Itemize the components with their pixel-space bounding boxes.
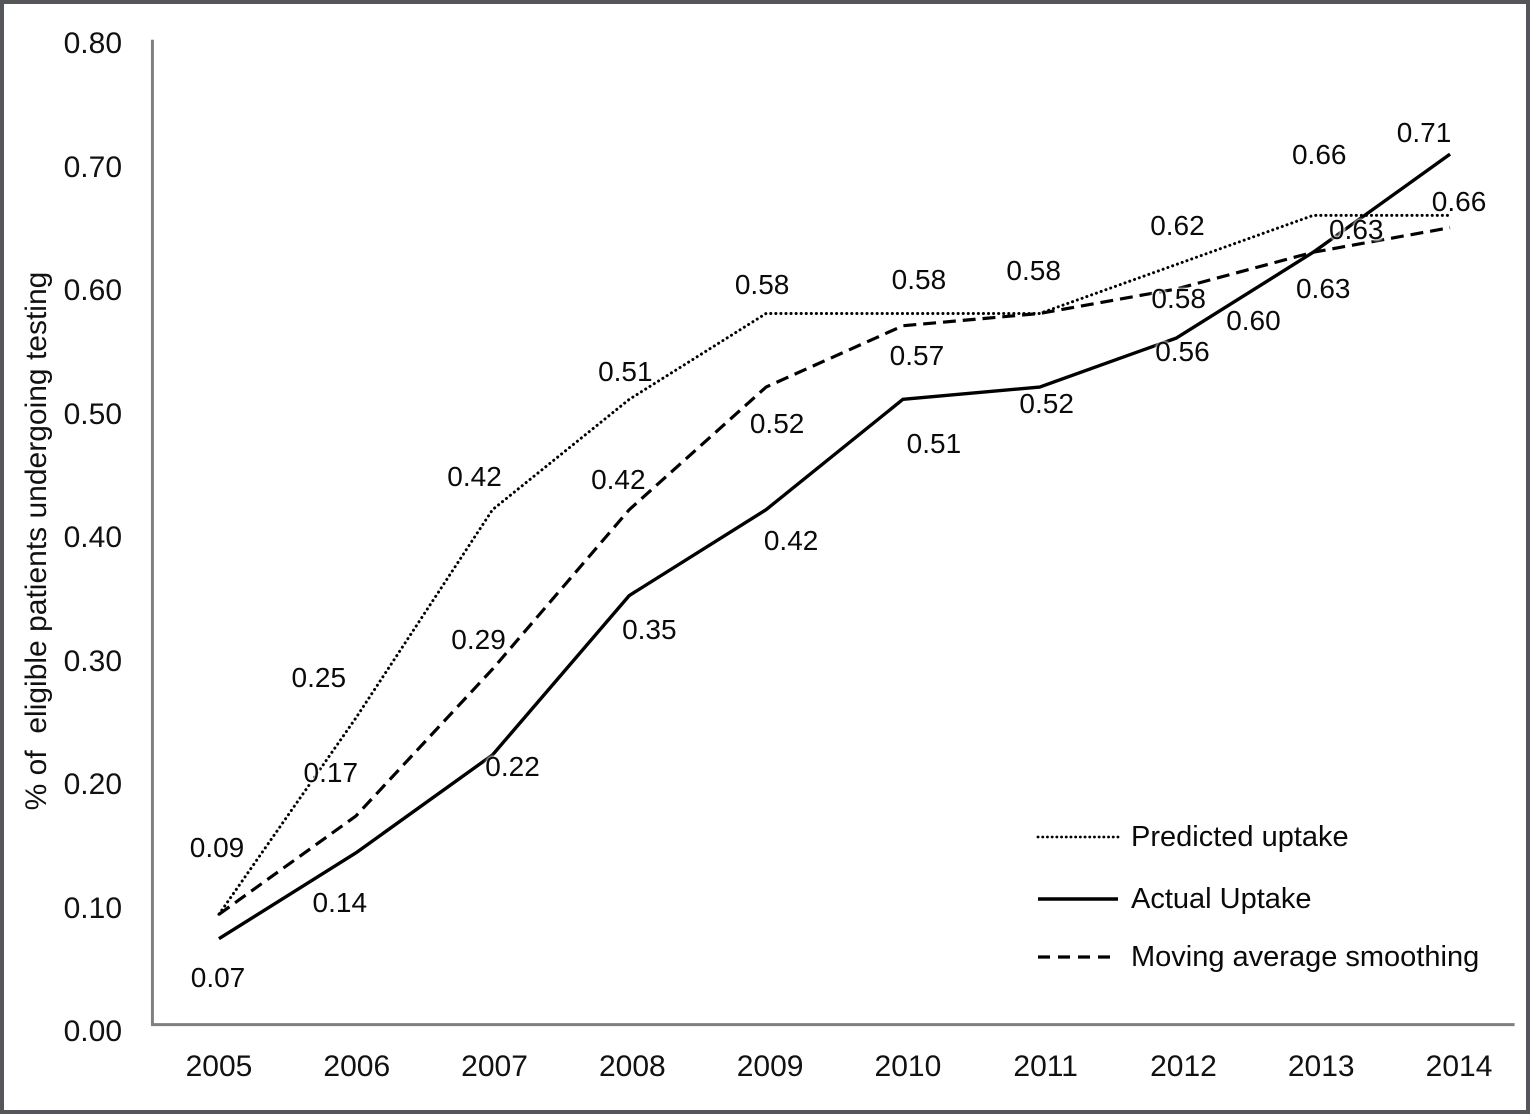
series-line-predicted-uptake (217, 213, 1452, 916)
y-tick-label: 0.60 (63, 274, 122, 307)
x-tick-label: 2005 (185, 1050, 253, 1083)
data-label: 0.52 (749, 407, 805, 439)
x-tick-label: 2012 (1150, 1050, 1217, 1083)
data-label: 0.14 (312, 887, 368, 919)
data-label: 0.58 (1006, 254, 1061, 286)
data-label: 0.42 (763, 525, 819, 557)
y-tick-label: 0.10 (63, 891, 122, 925)
dashed-line-swatch-icon (1038, 955, 1118, 959)
data-label: 0.51 (598, 356, 653, 388)
data-label: 0.42 (591, 464, 646, 496)
data-label: 0.42 (447, 461, 502, 493)
y-tick-label: 0.00 (63, 1015, 122, 1048)
y-tick-label: 0.80 (63, 27, 122, 60)
y-tick-label: 0.70 (63, 150, 122, 184)
legend-item-actual-uptake: Actual Uptake (1036, 883, 1312, 915)
data-label: 0.71 (1396, 117, 1452, 149)
legend-item-moving-average-smoothing: Moving average smoothing (1036, 941, 1479, 973)
data-label: 0.63 (1295, 272, 1351, 304)
x-tick-label: 2011 (1013, 1050, 1078, 1083)
legend-item-predicted-uptake: Predicted uptake (1036, 821, 1349, 853)
data-label: 0.58 (891, 263, 947, 295)
data-label: 0.58 (734, 268, 790, 300)
data-label: 0.35 (622, 613, 677, 645)
y-tick-label: 0.40 (63, 521, 122, 554)
data-label: 0.29 (451, 623, 506, 655)
dotted-line-swatch-icon (1036, 835, 1120, 839)
plot-area (150, 39, 1515, 1027)
axis-lines (150, 39, 1515, 1027)
data-label: 0.62 (1150, 210, 1205, 242)
data-label: 0.52 (1019, 387, 1074, 419)
data-label: 0.57 (889, 340, 945, 372)
legend-item-label: Moving average smoothing (1131, 940, 1480, 973)
y-tick-label: 0.50 (63, 397, 122, 431)
y-tick-label: 0.20 (63, 768, 122, 801)
data-label: 0.66 (1431, 185, 1487, 217)
legend-item-label: Actual Uptake (1131, 882, 1312, 915)
data-label: 0.56 (1155, 336, 1210, 368)
x-tick-label: 2010 (874, 1050, 942, 1083)
x-tick-label: 2009 (736, 1050, 804, 1083)
data-label: 0.58 (1151, 282, 1206, 314)
data-label: 0.17 (303, 757, 359, 789)
data-label: 0.63 (1328, 213, 1384, 245)
data-label: 0.51 (906, 428, 962, 460)
data-label: 0.22 (485, 751, 540, 783)
x-tick-label: 2008 (598, 1050, 666, 1083)
solid-line-swatch-icon (1038, 897, 1118, 901)
data-label: 0.07 (190, 961, 246, 993)
data-label: 0.09 (189, 831, 245, 863)
series-line-moving-average-smoothing (218, 226, 1451, 916)
x-tick-label: 2014 (1425, 1050, 1493, 1083)
data-label: 0.25 (291, 662, 347, 694)
data-label: 0.66 (1291, 138, 1347, 170)
x-tick-label: 2013 (1287, 1050, 1355, 1083)
x-tick-label: 2006 (323, 1050, 391, 1083)
x-tick-label: 2007 (461, 1050, 528, 1083)
y-tick-label: 0.30 (63, 644, 122, 678)
data-label: 0.60 (1226, 305, 1281, 336)
series-line-actual-uptake (218, 152, 1452, 941)
legend-item-label: Predicted uptake (1131, 820, 1349, 853)
